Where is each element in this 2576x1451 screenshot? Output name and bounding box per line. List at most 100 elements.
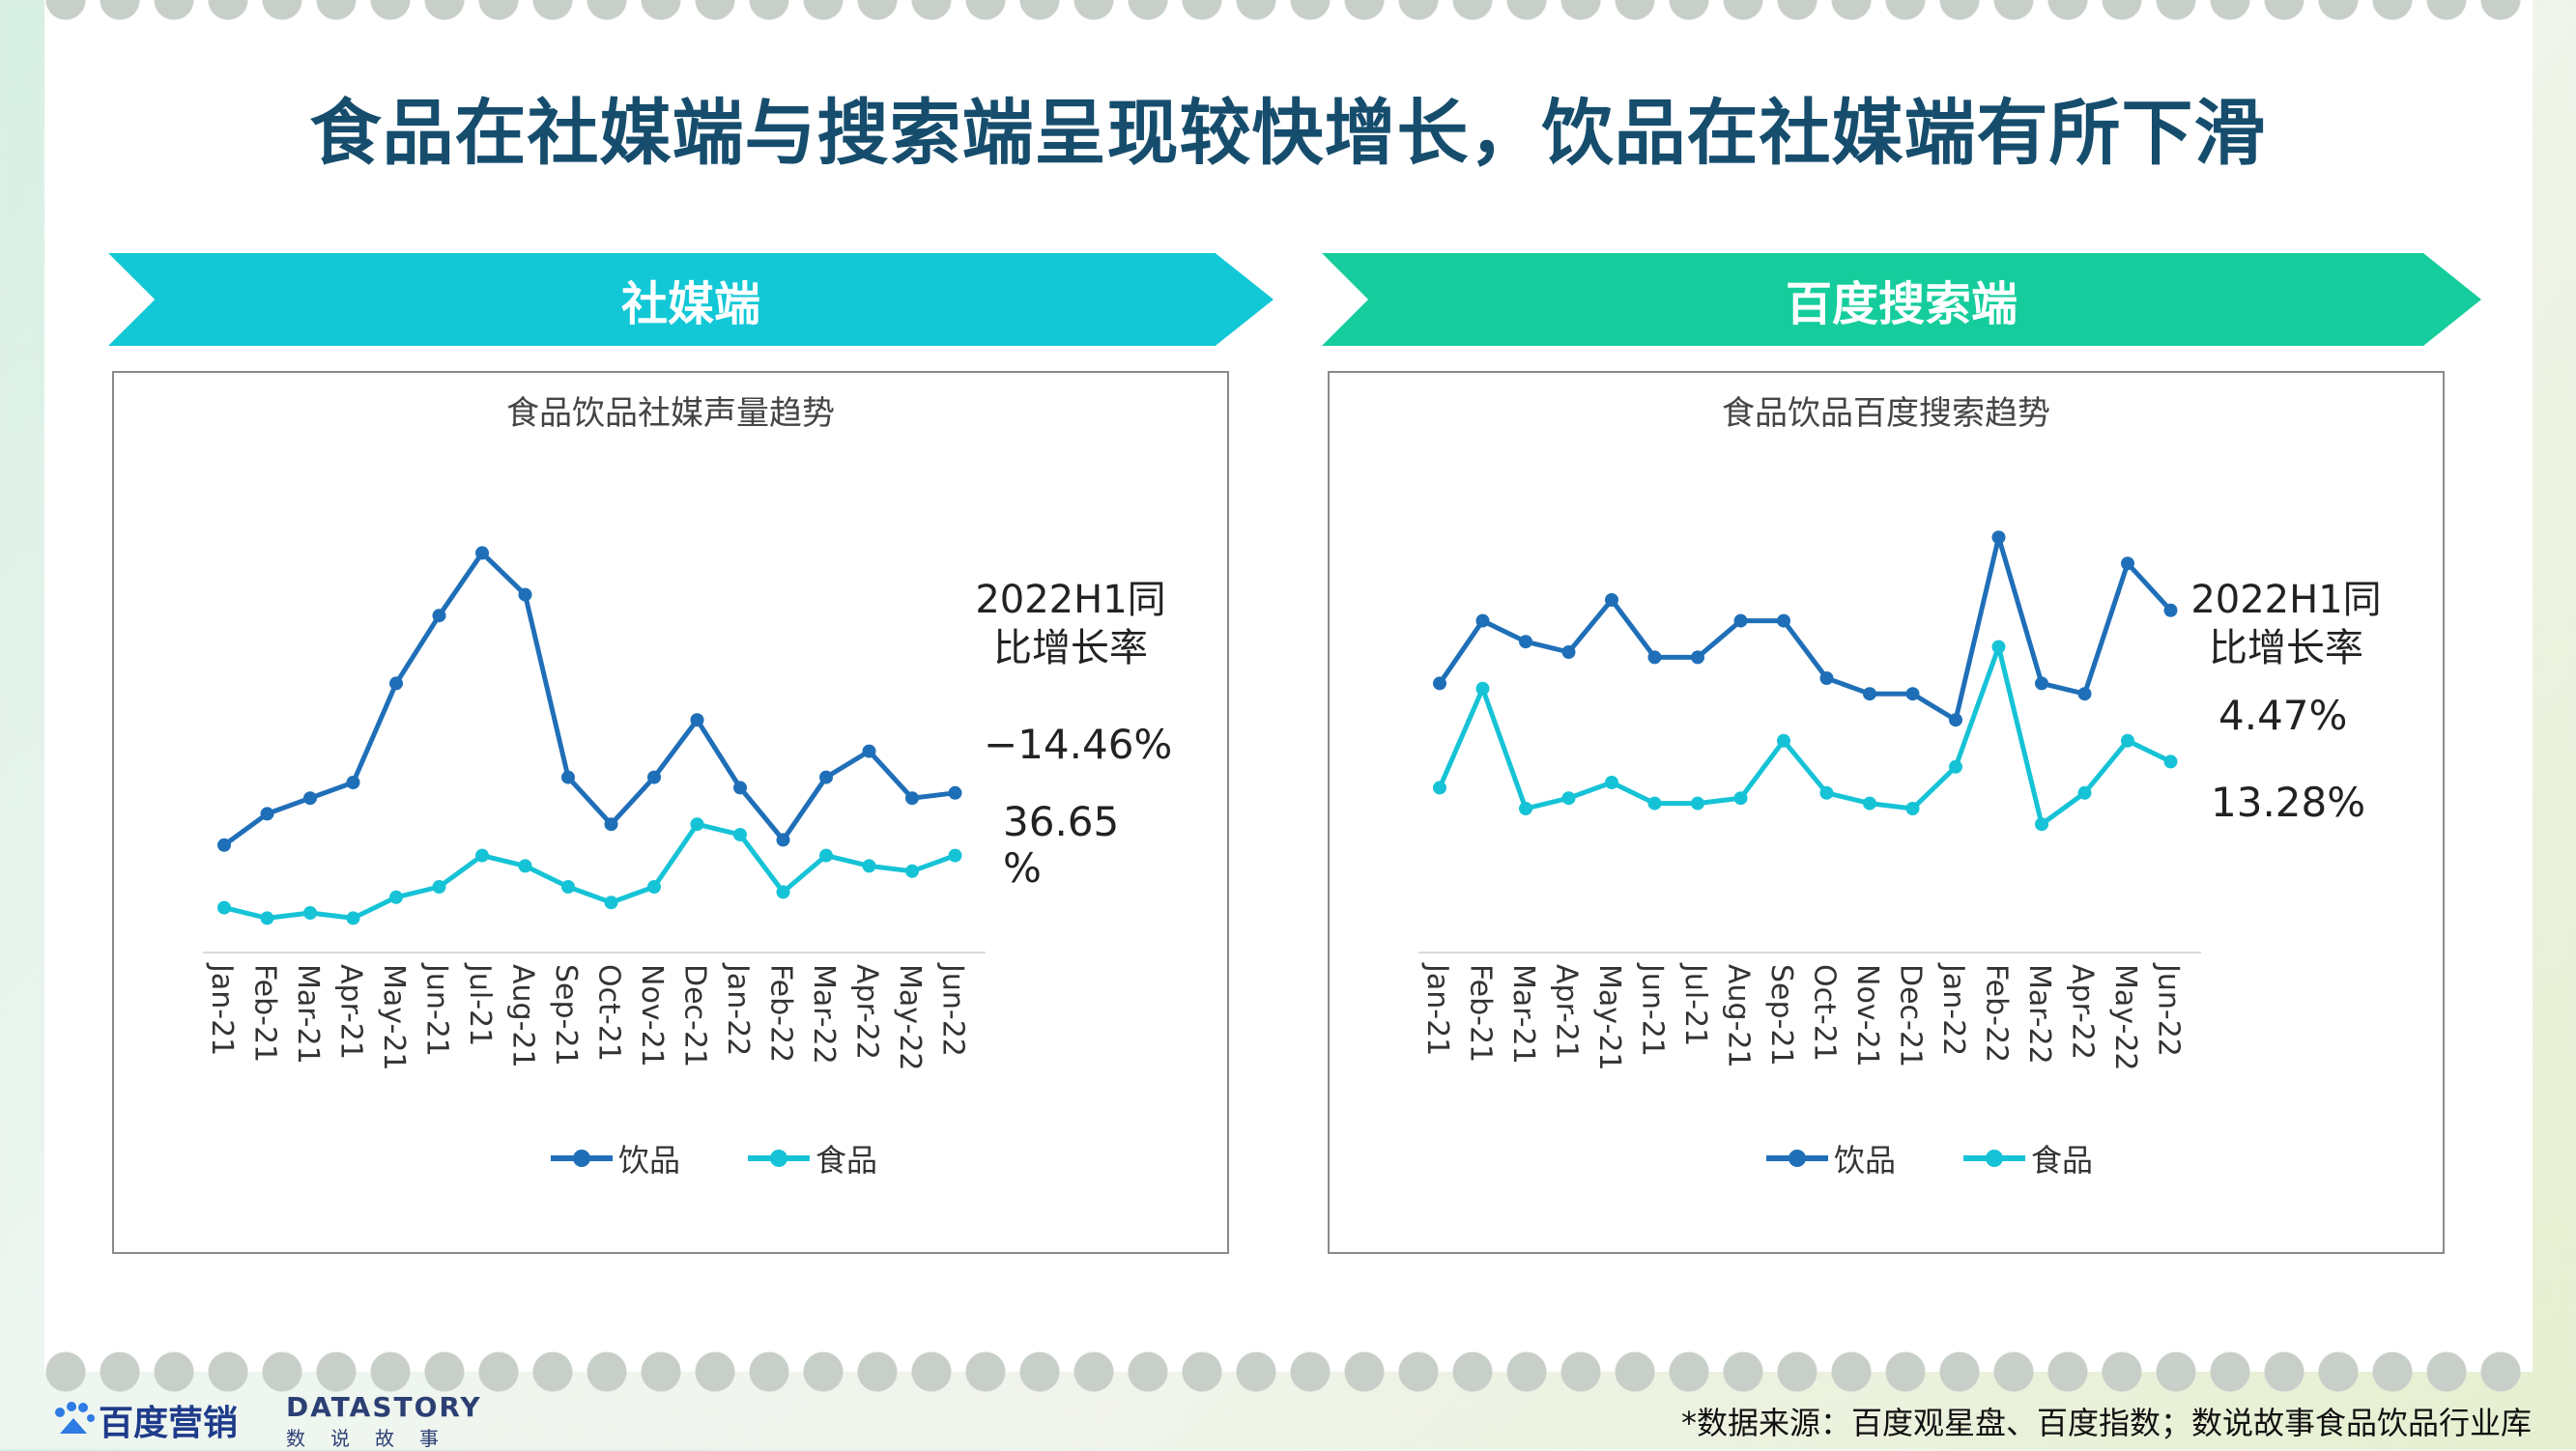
- legend-label-food: 食品: [2031, 1142, 2094, 1179]
- data-point: [475, 848, 489, 863]
- x-tick-label: Sep-21: [1764, 964, 1798, 1067]
- data-point: [1949, 759, 1962, 774]
- chart-legend: 饮品 食品: [551, 1136, 945, 1181]
- yoy-food-value: 36.65: [1003, 798, 1120, 845]
- yoy-heading-line1: 2022H1同: [975, 578, 1166, 622]
- data-point: [1605, 776, 1618, 789]
- x-tick-label: Aug-21: [1722, 964, 1756, 1068]
- data-point: [432, 609, 446, 623]
- x-tick-label: Oct-21: [592, 964, 626, 1062]
- yoy-heading: 2022H1同 比增长率: [955, 576, 1187, 672]
- data-point: [948, 785, 962, 800]
- x-tick-label: Jun-22: [936, 962, 970, 1057]
- data-point: [2163, 754, 2178, 769]
- x-tick-label: Jul-21: [463, 962, 497, 1046]
- page-title: 食品在社媒端与搜索端呈现较快增长，饮品在社媒端有所下滑: [309, 92, 2267, 175]
- x-tick-label: Apr-21: [334, 964, 368, 1060]
- x-tick-label: Mar-21: [1506, 964, 1540, 1065]
- data-point: [561, 770, 575, 784]
- data-point: [1433, 781, 1446, 795]
- yoy-heading-line1: 2022H1同: [2190, 578, 2382, 622]
- data-source-note: *数据来源：百度观星盘、百度指数；数说故事食品饮品行业库: [1680, 1405, 2532, 1441]
- chart-panel-social: 食品饮品社媒声量趋势 Jan-21 Feb-21 Mar-21 Apr-21 May-2…: [112, 371, 1229, 1254]
- data-point: [1433, 676, 1446, 691]
- data-point: [647, 880, 661, 894]
- data-point: [905, 864, 919, 878]
- data-point: [1991, 530, 2006, 545]
- yoy-food-value-unit: %: [1003, 844, 1042, 892]
- data-point: [1475, 613, 1490, 628]
- x-tick-label: Aug-21: [506, 964, 540, 1068]
- x-tick-label: May-22: [2108, 964, 2142, 1071]
- series-line: [1437, 534, 2173, 723]
- x-tick-label: Feb-22: [764, 964, 798, 1063]
- data-point: [2035, 676, 2048, 691]
- data-point: [1905, 802, 1920, 815]
- data-point: [862, 859, 876, 873]
- data-point: [2163, 603, 2178, 617]
- chart-svg-search: Jan-21 Feb-21 Mar-21 Apr-21 May-21 Jun-21 Jul-…: [1418, 530, 2201, 1071]
- datastory-logo-text: DATASTORY: [286, 1391, 482, 1423]
- data-point: [1819, 785, 1834, 800]
- data-point: [346, 776, 360, 789]
- x-tick-label: Sep-21: [549, 964, 583, 1067]
- data-point: [819, 770, 833, 784]
- data-point: [561, 880, 575, 894]
- data-point: [2077, 687, 2092, 701]
- x-tick-label: May-21: [377, 964, 411, 1071]
- legend-swatch-drink: [1766, 1150, 1828, 1167]
- datastory-logo: DATASTORY 数说故事: [286, 1391, 482, 1451]
- x-tick-label: Jan-22: [1936, 962, 1970, 1056]
- data-point: [2077, 785, 2092, 800]
- data-point: [1905, 687, 1920, 701]
- baidu-logo-text: 百度营销: [99, 1404, 239, 1443]
- data-point: [1733, 613, 1748, 628]
- x-tick-label: Feb-21: [248, 964, 282, 1063]
- x-tick-label: Jul-21: [1678, 962, 1712, 1046]
- data-point: [1863, 687, 1876, 701]
- data-point: [303, 906, 317, 920]
- data-point: [948, 848, 962, 863]
- data-point: [862, 744, 876, 758]
- x-tick-label: Jan-21: [1420, 962, 1454, 1056]
- baidu-marketing-logo: 百度营销: [50, 1395, 238, 1445]
- data-point: [2121, 556, 2134, 571]
- chart-svg-social: Jan-21 Feb-21 Mar-21 Apr-21 May-21 Jun-21 Jul-…: [203, 546, 986, 1071]
- x-tick-label: Apr-22: [2066, 964, 2100, 1060]
- data-point: [1519, 802, 1532, 815]
- data-point: [819, 848, 833, 863]
- data-point: [217, 838, 231, 852]
- data-point: [1647, 796, 1662, 811]
- scallop-bottom-border: [44, 1351, 2533, 1393]
- data-point: [432, 880, 446, 894]
- yoy-drink-value: 4.47%: [2218, 692, 2348, 739]
- data-point: [905, 791, 919, 806]
- x-tick-label: Feb-22: [1980, 964, 2014, 1063]
- series-line: [222, 550, 956, 847]
- x-tick-label: Apr-21: [1550, 964, 1584, 1060]
- banner-social-media: 社媒端: [108, 253, 1274, 346]
- legend-label-drink: 饮品: [618, 1142, 681, 1179]
- datastory-logo-subtext: 数说故事: [286, 1427, 464, 1450]
- data-point: [1691, 650, 1704, 665]
- chart-title: 食品饮品百度搜索趋势: [1722, 394, 2050, 433]
- x-tick-label: Nov-21: [1850, 964, 1884, 1067]
- chart-title: 食品饮品社媒声量趋势: [506, 394, 835, 433]
- legend-swatch-food: [1963, 1150, 2026, 1167]
- data-point: [1691, 796, 1704, 811]
- data-point: [260, 911, 274, 925]
- yoy-heading: 2022H1同 比增长率: [2170, 576, 2402, 672]
- x-tick-label: Dec-21: [1894, 964, 1928, 1067]
- data-point: [1561, 791, 1576, 806]
- banner-baidu-search: 百度搜索端: [1322, 253, 2481, 346]
- data-point: [733, 781, 747, 795]
- x-tick-label: Mar-22: [2022, 964, 2056, 1065]
- x-tick-label: Mar-21: [291, 964, 325, 1065]
- scallop-top-border: [44, 0, 2533, 21]
- x-tick-label: Jun-22: [2152, 962, 2186, 1057]
- data-point: [1647, 650, 1662, 665]
- data-point: [1605, 593, 1618, 607]
- data-point: [776, 833, 790, 847]
- data-point: [2121, 733, 2134, 748]
- data-point: [776, 885, 790, 899]
